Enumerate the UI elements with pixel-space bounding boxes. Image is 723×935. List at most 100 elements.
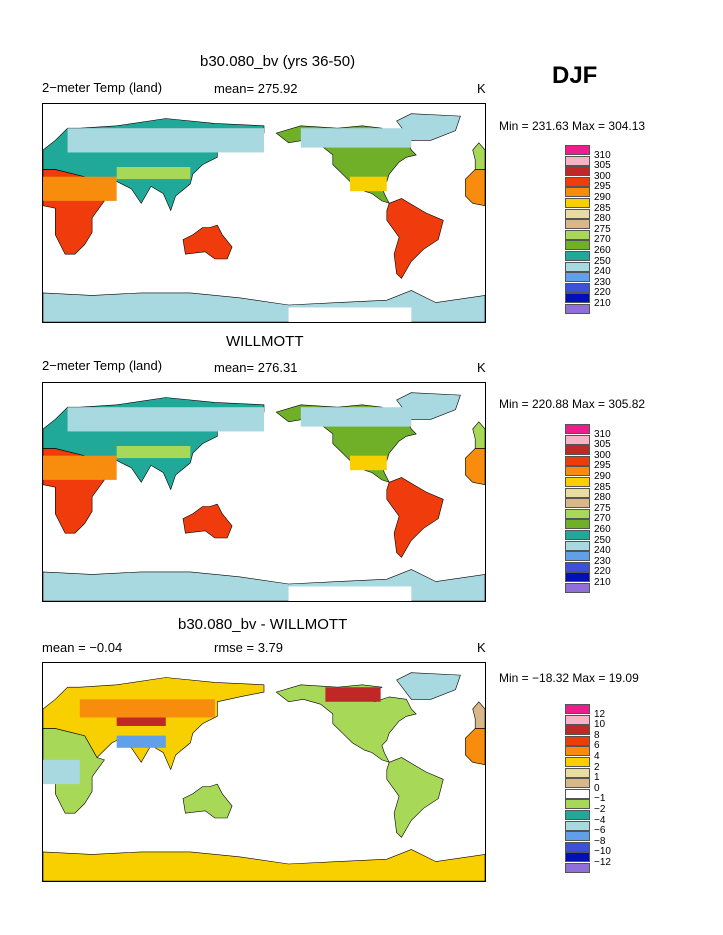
colorbar-swatch	[565, 572, 590, 583]
colorbar-swatch	[565, 155, 590, 166]
continent-samerica	[386, 757, 444, 838]
colorbar-label: 4	[594, 751, 600, 762]
panel2-title: WILLMOTT	[226, 333, 304, 350]
colorbar-swatch	[565, 810, 590, 820]
panel3-title: b30.080_bv - WILLMOTT	[178, 616, 348, 633]
panel2-mean: mean= 276.31	[214, 360, 298, 375]
colorbar-label: 230	[594, 555, 611, 567]
colorbar-swatch	[565, 735, 590, 746]
colorbar-label: 280	[594, 213, 611, 225]
colorbar-label: 250	[594, 255, 611, 267]
panel1-variable-label: 2−meter Temp (land)	[42, 80, 163, 95]
colorbar-label: 2	[594, 761, 600, 773]
colorbar-swatch	[565, 229, 590, 240]
colorbar-swatch	[565, 704, 590, 714]
colorbar-swatch	[565, 166, 590, 177]
map-band	[116, 166, 191, 180]
colorbar-swatch	[565, 145, 590, 155]
colorbar-label: −12	[594, 857, 611, 868]
continent-australia	[182, 783, 233, 819]
continent-europeW	[472, 142, 485, 170]
colorbar-swatch	[565, 831, 590, 842]
colorbar-swatch	[565, 714, 590, 725]
colorbar-swatch	[565, 424, 590, 434]
panel1-minmax: Min = 231.63 Max = 304.13	[499, 119, 646, 133]
season-label: DJF	[552, 62, 598, 89]
continent-australia	[182, 224, 233, 260]
map-band	[300, 128, 412, 148]
colorbar-label: 250	[594, 534, 611, 546]
colorbar-label: 210	[594, 298, 611, 309]
map-band	[300, 407, 412, 427]
panel2-minmax: Min = 220.88 Max = 305.82	[499, 397, 646, 411]
colorbar-label: −10	[594, 846, 611, 858]
colorbar-label: 220	[594, 287, 611, 299]
continent-antarctica	[43, 290, 485, 322]
colorbar-label: 290	[594, 192, 611, 203]
colorbar-swatch	[565, 282, 590, 293]
continent-antarctica	[43, 849, 485, 881]
continent-africaE	[465, 728, 485, 766]
panel2-colorbar: 310 305 300 295 290 285 280 275 270 260 250 240 230 2…	[565, 424, 625, 599]
colorbar-swatch	[565, 219, 590, 230]
colorbar-label: −6	[594, 825, 606, 837]
colorbar-label: 220	[594, 566, 611, 578]
continent-africaE	[465, 448, 485, 486]
colorbar-swatch	[565, 187, 590, 198]
colorbar-swatch	[565, 455, 590, 466]
colorbar-label: −2	[594, 804, 606, 815]
panel3-mean: mean = −0.04	[42, 640, 123, 655]
panel1-title: b30.080_bv (yrs 36-50)	[200, 53, 356, 70]
map-band	[349, 455, 387, 471]
panel2-map	[42, 382, 486, 602]
colorbar-label: 12	[594, 708, 606, 720]
colorbar-swatch	[565, 198, 590, 208]
panel1-unit: K	[477, 81, 486, 96]
colorbar-label: 305	[594, 160, 611, 172]
colorbar-label: 270	[594, 234, 611, 246]
map-band	[67, 407, 264, 432]
colorbar-swatch	[565, 778, 590, 789]
colorbar-label: 310	[594, 428, 611, 440]
colorbar-label: 6	[594, 740, 600, 752]
panel1-colorbar: 310 305 300 295 290 285 280 275 270 260 250 240 230 2…	[565, 145, 625, 320]
map-band	[43, 455, 117, 480]
colorbar-swatch	[565, 261, 590, 272]
panel3-map	[42, 662, 486, 882]
colorbar-label: 270	[594, 513, 611, 525]
map-band	[116, 735, 166, 748]
colorbar-label: 285	[594, 202, 611, 214]
colorbar-label: 300	[594, 449, 611, 461]
map-band	[288, 307, 412, 322]
panel2-map-svg	[43, 392, 485, 601]
colorbar-swatch	[565, 863, 590, 873]
colorbar-swatch	[565, 551, 590, 562]
colorbar-swatch	[565, 477, 590, 487]
colorbar-label: 280	[594, 492, 611, 504]
colorbar-label: 300	[594, 170, 611, 182]
map-band	[43, 176, 117, 201]
colorbar-swatch	[565, 498, 590, 509]
colorbar-label: 240	[594, 545, 611, 557]
map-band	[79, 699, 215, 718]
colorbar-label: 305	[594, 439, 611, 451]
map-band	[67, 128, 264, 153]
continent-greenland	[396, 672, 461, 700]
colorbar-label: −1	[594, 793, 606, 805]
map-band	[43, 759, 80, 785]
map-band	[288, 586, 412, 601]
colorbar-swatch	[565, 530, 590, 540]
colorbar-label: 8	[594, 729, 600, 741]
colorbar-swatch	[565, 820, 590, 831]
colorbar-swatch	[565, 519, 590, 530]
colorbar-label: −8	[594, 835, 606, 847]
panel1-map	[42, 103, 486, 323]
colorbar-label: 260	[594, 524, 611, 535]
colorbar-label: 230	[594, 276, 611, 288]
colorbar-label: 295	[594, 181, 611, 193]
colorbar-swatch	[565, 725, 590, 736]
panel3-colorbar: 12 10 8 6 4 2 1 0 −1 −2 −4 −6 −8 −10 −12	[565, 704, 625, 879]
continent-antarctica	[43, 569, 485, 601]
colorbar-swatch	[565, 251, 590, 261]
colorbar-label: 295	[594, 460, 611, 472]
